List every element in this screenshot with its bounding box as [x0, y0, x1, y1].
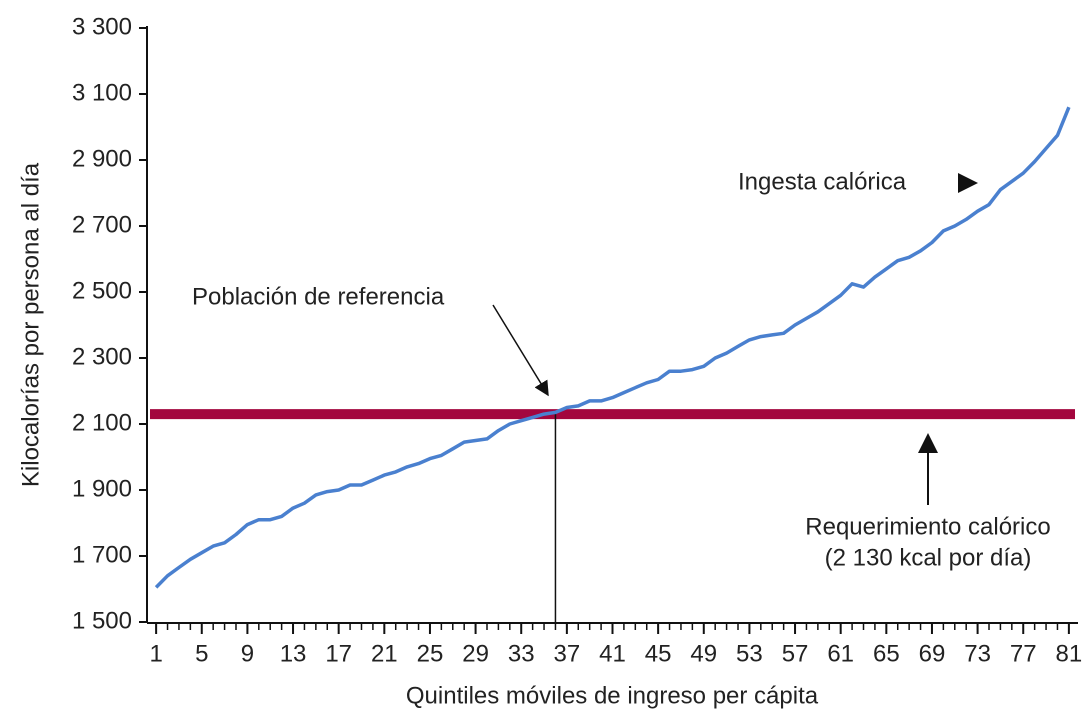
- x-tick-label: 65: [873, 640, 900, 667]
- x-tick-label: 61: [827, 640, 854, 667]
- annotation: Requerimiento calórico: [805, 513, 1050, 540]
- x-tick-label: 49: [690, 640, 717, 667]
- x-tick-label: 41: [599, 640, 626, 667]
- y-tick-label: 1 900: [72, 475, 132, 502]
- x-tick-label: 69: [919, 640, 946, 667]
- x-tick-label: 73: [964, 640, 991, 667]
- annotation-arrow: [492, 304, 549, 397]
- y-tick-label: 1 500: [72, 607, 132, 634]
- x-tick-label: 29: [462, 640, 489, 667]
- y-tick-label: 3 100: [72, 79, 132, 106]
- y-tick-label: 3 300: [72, 13, 132, 40]
- y-tick-label: 2 900: [72, 145, 132, 172]
- x-tick-label: 37: [554, 640, 581, 667]
- y-tick-label: 2 500: [72, 277, 132, 304]
- x-tick-label: 21: [371, 640, 398, 667]
- annotation: Ingesta calórica: [738, 168, 907, 195]
- x-tick-label: 33: [508, 640, 535, 667]
- y-tick-label: 2 100: [72, 409, 132, 436]
- x-tick-label: 13: [280, 640, 307, 667]
- x-tick-label: 5: [195, 640, 208, 667]
- x-tick-label: 57: [782, 640, 809, 667]
- x-tick-label: 45: [645, 640, 672, 667]
- x-tick-label: 77: [1010, 640, 1037, 667]
- x-tick-label: 17: [325, 640, 352, 667]
- y-tick-label: 2 300: [72, 343, 132, 370]
- data-line: [154, 106, 1071, 589]
- x-tick-label: 9: [241, 640, 254, 667]
- x-tick-label: 25: [417, 640, 444, 667]
- x-tick-label: 81: [1056, 640, 1083, 667]
- y-axis-title: Kilocalorías por persona al día: [17, 162, 44, 487]
- x-tick-label: 1: [149, 640, 162, 667]
- y-tick-label: 2 700: [72, 211, 132, 238]
- y-tick-label: 1 700: [72, 541, 132, 568]
- annotation: (2 130 kcal por día): [825, 544, 1032, 571]
- x-axis-title: Quintiles móviles de ingreso per cápita: [406, 682, 819, 709]
- x-tick-label: 53: [736, 640, 763, 667]
- annotation: Población de referencia: [192, 283, 445, 310]
